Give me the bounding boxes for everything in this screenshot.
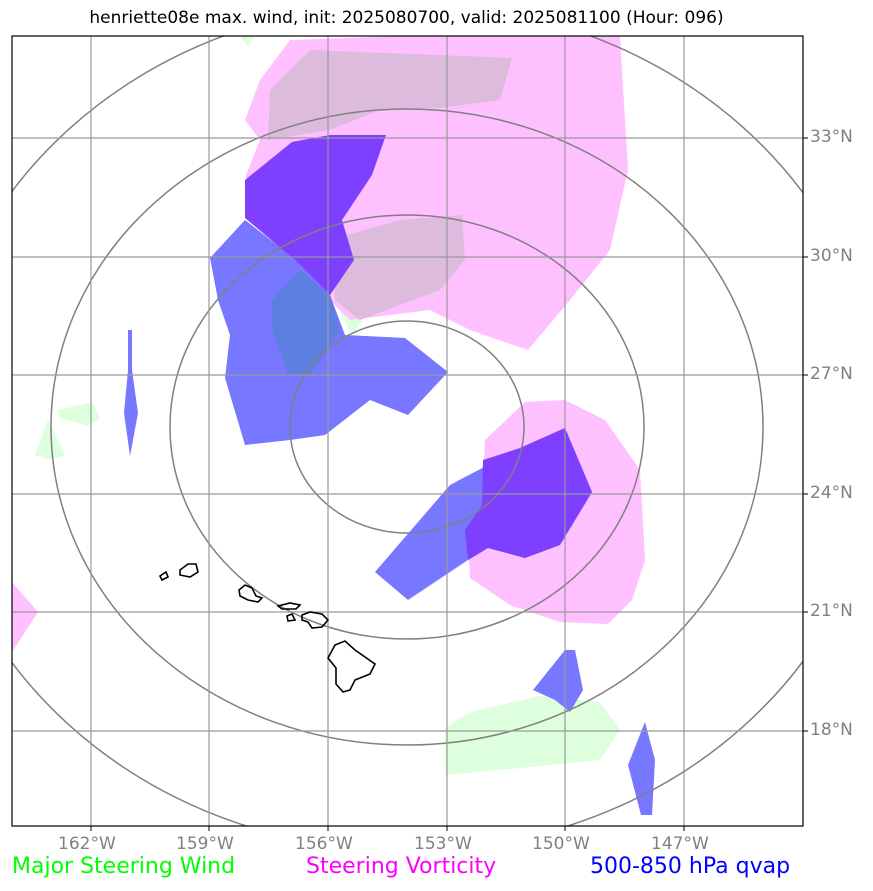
axis-ticks	[90, 137, 808, 831]
lat-label-21n: 21°N	[810, 601, 853, 621]
lat-label-27n: 27°N	[810, 364, 853, 384]
lon-label-159w: 159°W	[176, 834, 234, 854]
lat-label-33n: 33°N	[810, 127, 853, 147]
graticule	[12, 36, 803, 826]
lon-label-162w: 162°W	[58, 834, 116, 854]
lat-label-18n: 18°N	[810, 720, 853, 740]
coastline	[158, 563, 377, 693]
legend-qvap: 500-850 hPa qvap	[590, 854, 791, 879]
legend-steering-wind: Major Steering Wind	[12, 854, 236, 879]
map-border	[11, 35, 804, 827]
map-title: henriette08e max. wind, init: 2025080700…	[89, 8, 724, 28]
lat-label-30n: 30°N	[810, 246, 853, 266]
lon-label-153w: 153°W	[414, 834, 472, 854]
lon-label-150w: 150°W	[532, 834, 590, 854]
legend-steering-vorticity: Steering Vorticity	[306, 854, 497, 879]
lat-label-24n: 24°N	[810, 483, 853, 503]
range-rings	[12, 36, 803, 826]
lon-label-156w: 156°W	[295, 834, 353, 854]
lon-label-147w: 147°W	[651, 834, 709, 854]
